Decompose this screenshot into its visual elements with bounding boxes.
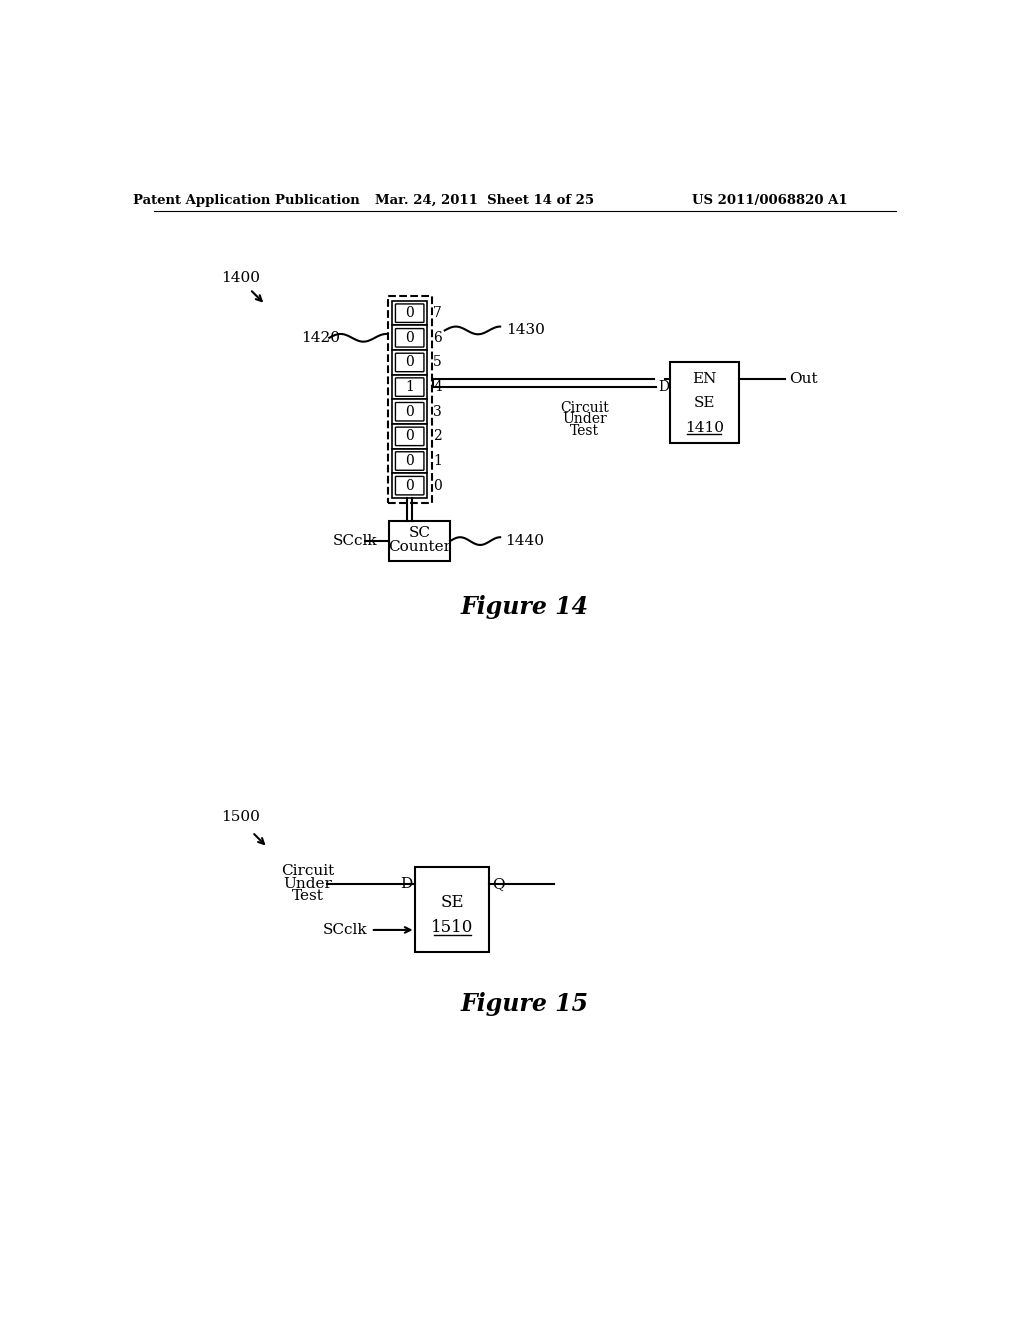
Text: 3: 3: [433, 405, 442, 418]
FancyBboxPatch shape: [395, 403, 424, 421]
FancyBboxPatch shape: [395, 477, 424, 495]
Bar: [388, 296, 432, 503]
Bar: [670, 363, 739, 444]
Text: SC: SC: [409, 527, 430, 540]
Text: US 2011/0068820 A1: US 2011/0068820 A1: [692, 194, 848, 207]
Text: SCclk: SCclk: [324, 923, 368, 937]
Text: Mar. 24, 2011  Sheet 14 of 25: Mar. 24, 2011 Sheet 14 of 25: [375, 194, 594, 207]
Bar: [392, 301, 427, 326]
Text: D: D: [400, 876, 413, 891]
FancyBboxPatch shape: [395, 451, 424, 470]
Text: 0: 0: [406, 405, 414, 418]
Text: 1510: 1510: [431, 919, 473, 936]
Text: 4: 4: [433, 380, 442, 395]
Text: Under: Under: [562, 412, 607, 426]
Text: Test: Test: [570, 424, 599, 438]
Bar: [392, 474, 427, 498]
Text: 1: 1: [433, 454, 442, 469]
Text: 1440: 1440: [506, 535, 545, 548]
Text: 1420: 1420: [301, 331, 341, 345]
Text: Circuit: Circuit: [560, 400, 609, 414]
Text: 1410: 1410: [685, 421, 724, 434]
Text: Figure 14: Figure 14: [461, 595, 589, 619]
Text: 1: 1: [406, 380, 414, 395]
Text: 7: 7: [433, 306, 442, 321]
Text: Circuit: Circuit: [281, 865, 334, 878]
Text: 5: 5: [433, 355, 442, 370]
Text: 0: 0: [433, 479, 442, 492]
Bar: [392, 400, 427, 424]
Text: 0: 0: [406, 454, 414, 469]
Text: 0: 0: [406, 331, 414, 345]
Text: Under: Under: [284, 876, 332, 891]
FancyBboxPatch shape: [395, 378, 424, 396]
Text: SE: SE: [440, 894, 464, 911]
FancyBboxPatch shape: [395, 329, 424, 347]
Text: 0: 0: [406, 429, 414, 444]
Bar: [392, 424, 427, 449]
Text: 0: 0: [406, 355, 414, 370]
Text: 1500: 1500: [221, 809, 260, 824]
Text: D: D: [658, 380, 669, 395]
Text: Patent Application Publication: Patent Application Publication: [133, 194, 359, 207]
Text: Q: Q: [492, 876, 504, 891]
Text: Counter: Counter: [388, 540, 451, 554]
Text: 6: 6: [433, 331, 442, 345]
FancyBboxPatch shape: [395, 354, 424, 372]
Text: Test: Test: [292, 890, 324, 903]
Bar: [392, 449, 427, 474]
Text: Out: Out: [788, 372, 817, 387]
Text: 0: 0: [406, 479, 414, 492]
Text: SE: SE: [693, 396, 715, 411]
Text: 1430: 1430: [506, 323, 545, 338]
Bar: [416, 867, 488, 952]
Bar: [392, 350, 427, 375]
Bar: [392, 375, 427, 400]
Text: EN: EN: [692, 372, 717, 387]
Text: 0: 0: [406, 306, 414, 321]
Text: SCclk: SCclk: [333, 535, 378, 548]
Text: 1400: 1400: [221, 271, 260, 285]
FancyBboxPatch shape: [395, 428, 424, 446]
Bar: [388, 521, 451, 561]
Text: Figure 15: Figure 15: [461, 991, 589, 1016]
FancyBboxPatch shape: [395, 304, 424, 322]
Bar: [392, 326, 427, 350]
Text: 2: 2: [433, 429, 442, 444]
